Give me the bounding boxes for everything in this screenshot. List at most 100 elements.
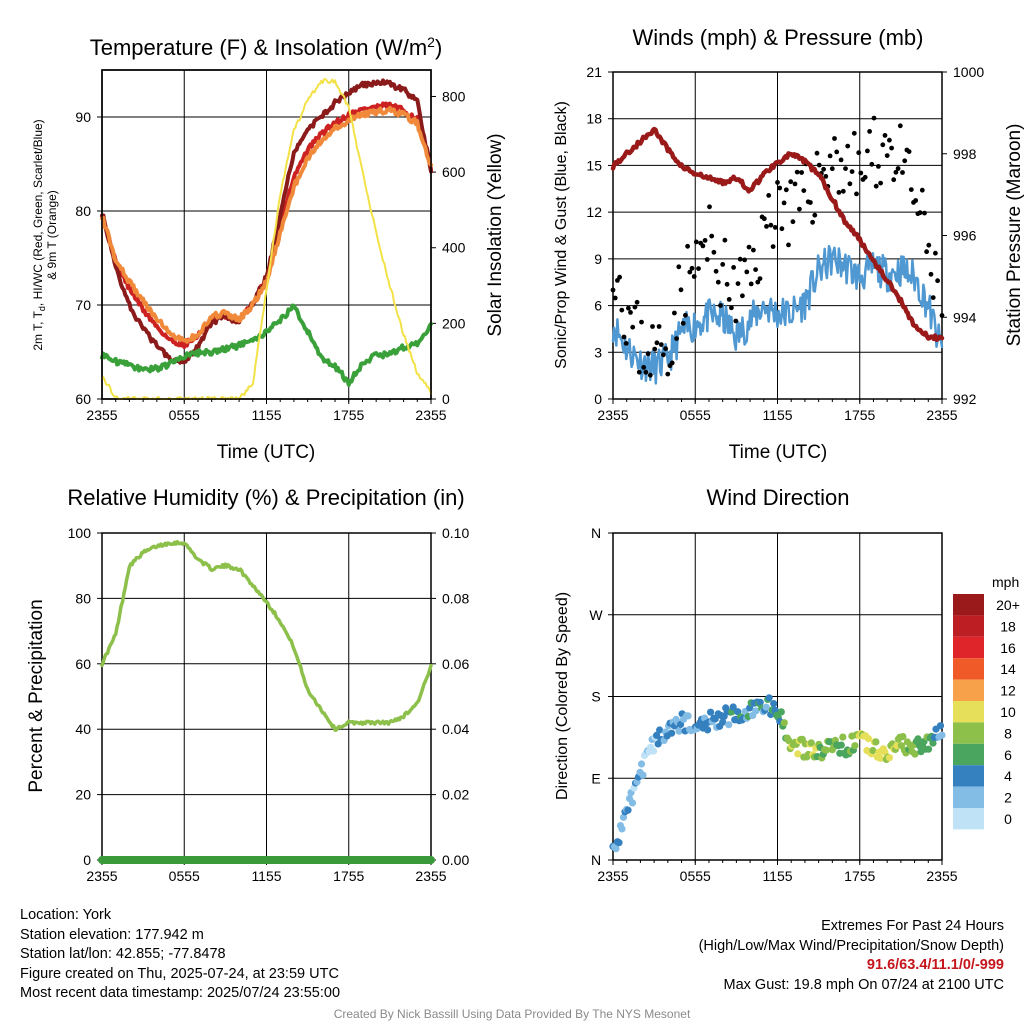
winds-gust-point [827, 153, 833, 159]
direction-point [619, 813, 628, 821]
winds-ytick-label: 0 [594, 391, 602, 407]
winds-gust-point [658, 342, 664, 347]
winds-gust-point [737, 256, 743, 262]
winds-gust-point [755, 279, 761, 285]
direction-point [837, 741, 845, 749]
direction-xtick-label: 0555 [680, 868, 711, 884]
winds-y2tick-label: 996 [953, 228, 977, 244]
direction-point [938, 731, 946, 739]
station-info: Location: York Station elevation: 177.94… [20, 906, 340, 1004]
direction-point [914, 735, 922, 743]
winds-gust-point [882, 133, 888, 138]
winds-ytick-label: 18 [586, 111, 602, 127]
winds-gust-point [672, 310, 677, 316]
winds-gust-point [711, 249, 717, 255]
winds-gust-point [906, 149, 912, 155]
winds-gust-point [862, 174, 868, 180]
direction-point [656, 726, 664, 734]
winds-gust-point [797, 206, 802, 212]
winds-gust-point [610, 287, 616, 293]
winds-gust-point [707, 204, 712, 210]
winds-gust-point [746, 244, 752, 250]
temperature-ytick-label: 70 [75, 297, 91, 313]
colorbar-label: 20+ [996, 597, 1020, 613]
winds-gust-point [623, 341, 629, 346]
direction-point [770, 700, 778, 708]
winds-gust-point [858, 170, 864, 176]
winds-gust-point [757, 276, 763, 281]
winds-gust-point [836, 190, 842, 195]
direction-point [637, 760, 646, 768]
winds-gust-point [761, 216, 767, 222]
winds-gust-point [680, 320, 686, 326]
winds-gust-point [939, 313, 945, 318]
direction-point [684, 712, 692, 720]
winds-gust-point [895, 166, 901, 171]
winds-ytick-label: 15 [586, 157, 602, 173]
winds-gust-point [849, 169, 855, 175]
winds-gust-point [619, 307, 625, 313]
winds-gust-point [777, 185, 783, 191]
humidity-ytick-label: 40 [75, 721, 91, 737]
colorbar-label: 10 [1000, 704, 1016, 720]
winds-gust-point [794, 169, 800, 175]
winds-xtick-label: 1155 [762, 407, 792, 423]
winds-gust-point [897, 123, 903, 129]
winds-gust-point [654, 340, 660, 346]
station-elevation: Station elevation: 177.942 m [20, 926, 204, 943]
humidity-xtick-label: 1155 [251, 868, 281, 884]
winds-gust-point [643, 369, 649, 375]
winds-gust-point [845, 143, 851, 149]
winds-gust-point [843, 166, 848, 172]
direction-ylabel: Direction (Colored By Speed) [554, 592, 571, 800]
winds-gust-point [928, 271, 934, 277]
direction-point [929, 739, 937, 747]
winds-gust-point [709, 233, 715, 239]
winds-gust-point [687, 269, 693, 275]
winds-gust-point [908, 187, 914, 193]
winds-ytick-label: 12 [586, 204, 602, 220]
winds-gust-point [731, 265, 736, 270]
direction-point [807, 739, 815, 747]
direction-point [675, 727, 683, 735]
winds-gust-point [735, 281, 741, 286]
colorbar-label: 12 [1000, 683, 1016, 699]
winds-gust-point [876, 164, 881, 169]
winds-gust-point [808, 200, 813, 205]
winds-gust-point [783, 187, 789, 193]
humidity-y2tick-label: 0.04 [442, 721, 469, 737]
direction-xtick-label: 1155 [762, 868, 792, 884]
colorbar-swatch [953, 701, 984, 723]
temperature-title: Temperature (F) & Insolation (W/m2) [90, 34, 443, 60]
temperature-xlabel: Time (UTC) [217, 442, 316, 463]
winds-gust-point [768, 222, 774, 228]
winds-series-sonic-wind [611, 244, 944, 385]
winds-gust-point [924, 249, 929, 255]
winds-gust-point [650, 324, 655, 329]
winds-gust-point [847, 181, 853, 187]
winds-gust-point [801, 188, 807, 194]
direction-point [780, 719, 788, 727]
winds-gust-point [854, 191, 859, 197]
winds-gust-point [930, 295, 936, 300]
temperature-ytick-label: 60 [75, 391, 91, 407]
credit-line: Created By Nick Bassill Using Data Provi… [333, 1007, 691, 1021]
station-latlon: Station lat/lon: 42.855; -77.8478 [20, 946, 226, 962]
direction-point [612, 845, 620, 853]
direction-point [777, 708, 785, 716]
winds-xtick-label: 1755 [844, 407, 875, 423]
humidity-y2tick-label: 0.02 [442, 787, 469, 803]
winds-gust-point [645, 351, 651, 357]
winds-panel: Winds (mph) & Pressure (mb) Time (UTC) S… [553, 25, 1024, 463]
temperature-panel: Temperature (F) & Insolation (W/m2) Time… [31, 34, 506, 463]
temperature-ylabel-line1: 2m T, Td, HI/WC (Red, Green, Scarlet/Blu… [31, 119, 47, 350]
direction-point [924, 745, 933, 753]
direction-ytick-label: S [591, 689, 600, 705]
winds-gust-point [634, 299, 640, 305]
winds-ytick-label: 3 [594, 344, 602, 360]
winds-gust-point [748, 281, 754, 287]
colorbar-label: 2 [1004, 790, 1012, 806]
direction-panel: Wind Direction Direction (Colored By Spe… [554, 485, 1020, 884]
winds-gust-point [873, 183, 879, 189]
temperature-xtick-label: 2355 [86, 407, 117, 423]
